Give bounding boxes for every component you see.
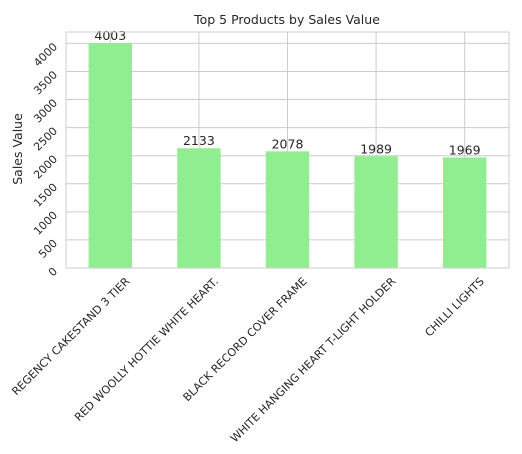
chart-title: Top 5 Products by Sales Value (193, 12, 380, 27)
plot-frame (65, 31, 510, 269)
bar-value-label: 2078 (272, 136, 304, 151)
y-tick-label: 1000 (31, 209, 60, 238)
bar-value-label: 1969 (449, 142, 481, 157)
x-tick-label: WHITE HANGING HEART T-LIGHT HOLDER (228, 275, 398, 445)
bar (265, 151, 310, 268)
y-tick-label: 3000 (31, 96, 60, 125)
bar (354, 156, 398, 268)
bar-value-label: 2133 (183, 133, 215, 148)
y-tick-label: 500 (36, 237, 60, 261)
bar-value-label: 1989 (360, 141, 392, 156)
x-tick-label: RED WOOLLY HOTTIE WHITE HEART. (72, 275, 221, 424)
y-tick-label: 4000 (31, 40, 60, 69)
bar (88, 43, 133, 268)
x-tick-label: CHILLI LIGHTS (422, 275, 486, 339)
bar (177, 148, 221, 268)
y-tick-label: 3500 (31, 68, 60, 97)
bar-value-label: 4003 (94, 28, 126, 43)
y-tick-label: 2500 (31, 125, 60, 154)
y-axis-label: Sales Value (10, 113, 25, 185)
y-tick-label: 2000 (31, 153, 60, 182)
y-tick-label: 0 (46, 265, 60, 279)
y-tick-label: 1500 (31, 181, 60, 210)
bar (442, 157, 487, 268)
bars (88, 43, 487, 268)
